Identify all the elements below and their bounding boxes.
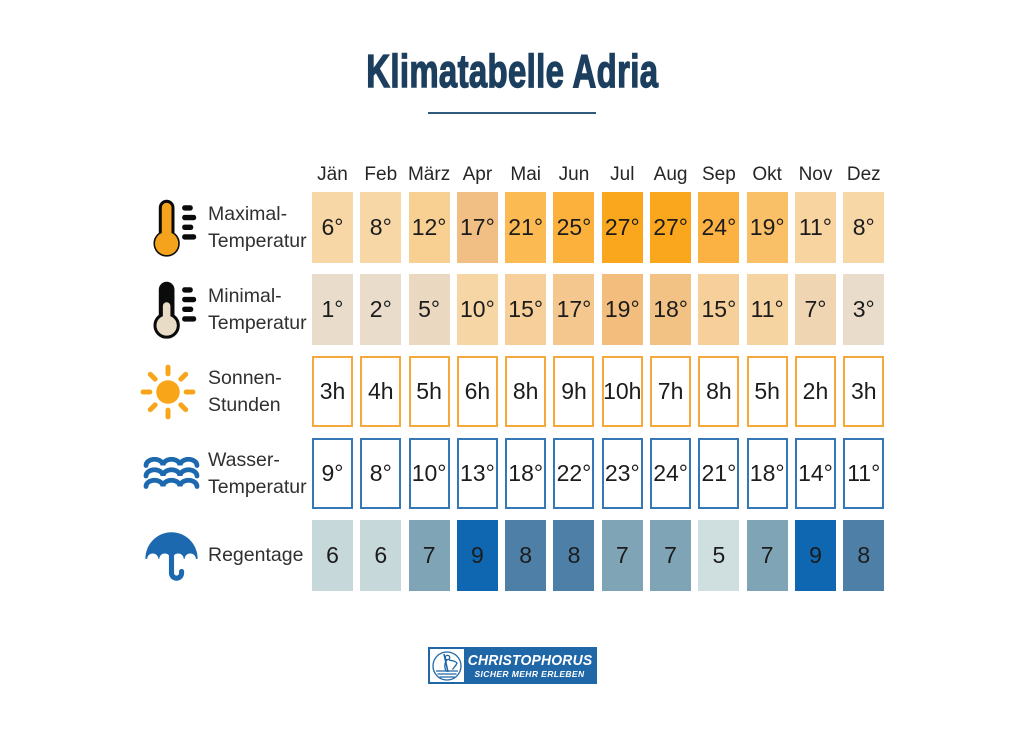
month-label: Aug (653, 164, 688, 185)
month-label: März (407, 164, 451, 185)
month-label: Feb (364, 164, 398, 185)
cell-max-temp-Jul: 27° (601, 192, 643, 263)
cell-water-temp-Nov: 14° (794, 438, 836, 509)
page-title: Klimatabelle Adria (365, 44, 659, 97)
cell-sun-hours-Feb: 4h (360, 356, 402, 427)
row-cells-sun-hours: 3h 4h 5h 6h 8h 9h 10h 7h 8h 5h 2h 3h (312, 356, 885, 427)
cell-water-temp-Sep: 21° (698, 438, 740, 509)
logo-slogan-text: SICHER MEHR ERLEBEN (474, 668, 585, 679)
christophorus-logo: CHRISTOPHORUS SICHER MEHR ERLEBEN (428, 647, 597, 684)
cell-sun-hours-Aug: 7h (650, 356, 692, 427)
cell-sun-hours-Nov: 2h (794, 356, 836, 427)
cell-sun-hours-März: 5h (408, 356, 450, 427)
cell-rain-days-Okt: 7 (746, 520, 788, 591)
cell-min-temp-Jul: 19° (601, 274, 643, 345)
sun-icon (134, 356, 208, 427)
cell-rain-days-Aug: 7 (650, 520, 692, 591)
row-label-min-temp: Minimal- Temperatur (208, 284, 307, 334)
cell-sun-hours-Dez: 3h (843, 356, 885, 427)
christophorus-emblem-icon (430, 649, 464, 682)
cell-max-temp-Dez: 8° (843, 192, 885, 263)
month-label: Jul (610, 164, 635, 185)
month-label: Dez (846, 164, 881, 185)
cell-rain-days-Jun: 8 (553, 520, 595, 591)
cell-water-temp-Dez: 11° (843, 438, 885, 509)
cell-max-temp-Sep: 24° (698, 192, 740, 263)
month-label: Nov (798, 164, 833, 185)
cell-min-temp-Dez: 3° (843, 274, 885, 345)
cell-water-temp-Okt: 18° (746, 438, 788, 509)
cell-water-temp-Apr: 13° (456, 438, 498, 509)
cell-water-temp-Jul: 23° (601, 438, 643, 509)
cell-water-temp-Feb: 8° (360, 438, 402, 509)
cell-min-temp-März: 5° (408, 274, 450, 345)
cell-sun-hours-Sep: 8h (698, 356, 740, 427)
thermometer-warm-icon (134, 192, 208, 263)
cell-min-temp-Jun: 17° (553, 274, 595, 345)
cell-sun-hours-Mai: 8h (505, 356, 547, 427)
month-label: Mai (510, 164, 541, 185)
cell-sun-hours-Apr: 6h (456, 356, 498, 427)
cell-rain-days-Apr: 9 (456, 520, 498, 591)
cell-sun-hours-Jul: 10h (601, 356, 643, 427)
cell-rain-days-Nov: 9 (794, 520, 836, 591)
month-header-row: Jän Feb März Apr Mai Jun Jul Aug Sep Okt Nov Dez (312, 162, 884, 188)
logo-brand-text: CHRISTOPHORUS (467, 651, 592, 669)
title-underline (428, 112, 596, 114)
month-label: Apr (462, 164, 493, 185)
row-label-water-temp: Wasser- Temperatur (208, 448, 307, 498)
cell-rain-days-März: 7 (408, 520, 450, 591)
cell-sun-hours-Jun: 9h (553, 356, 595, 427)
cell-max-temp-Apr: 17° (456, 192, 498, 263)
row-cells-max-temp: 6° 8° 12° 17° 21° 25° 27° 27° 24° 19° 11° 8° (312, 192, 885, 263)
cell-rain-days-Sep: 5 (698, 520, 740, 591)
waves-icon (134, 438, 208, 509)
row-label-max-temp: Maximal- Temperatur (208, 202, 307, 252)
cell-max-temp-Nov: 11° (794, 192, 836, 263)
cell-min-temp-Jän: 1° (312, 274, 353, 345)
cell-min-temp-Sep: 15° (698, 274, 740, 345)
cell-rain-days-Jul: 7 (601, 520, 643, 591)
cell-water-temp-März: 10° (408, 438, 450, 509)
cell-rain-days-Mai: 8 (505, 520, 547, 591)
cell-rain-days-Dez: 8 (843, 520, 885, 591)
cell-water-temp-Jun: 22° (553, 438, 595, 509)
month-label: Sep (701, 164, 736, 185)
cell-sun-hours-Jän: 3h (312, 356, 353, 427)
cell-max-temp-März: 12° (408, 192, 450, 263)
cell-water-temp-Aug: 24° (650, 438, 692, 509)
cell-min-temp-Nov: 7° (794, 274, 836, 345)
cell-min-temp-Aug: 18° (650, 274, 692, 345)
row-label-rain-days: Regentage (208, 544, 304, 566)
cell-rain-days-Feb: 6 (360, 520, 402, 591)
cell-min-temp-Okt: 11° (746, 274, 788, 345)
cell-max-temp-Jun: 25° (553, 192, 595, 263)
month-label: Jän (317, 164, 348, 185)
month-label: Jun (558, 164, 590, 185)
cell-max-temp-Aug: 27° (650, 192, 692, 263)
cell-max-temp-Jän: 6° (312, 192, 353, 263)
cell-sun-hours-Okt: 5h (746, 356, 788, 427)
cell-min-temp-Feb: 2° (360, 274, 402, 345)
cell-min-temp-Apr: 10° (456, 274, 498, 345)
umbrella-icon (134, 520, 208, 591)
row-cells-min-temp: 1° 2° 5° 10° 15° 17° 19° 18° 15° 11° 7° 3° (312, 274, 885, 345)
thermometer-cold-icon (134, 274, 208, 345)
cell-rain-days-Jän: 6 (312, 520, 353, 591)
cell-max-temp-Feb: 8° (360, 192, 402, 263)
month-label: Okt (752, 164, 782, 185)
row-label-sun-hours: Sonnen- Stunden (208, 366, 282, 416)
cell-max-temp-Mai: 21° (505, 192, 547, 263)
cell-water-temp-Mai: 18° (505, 438, 547, 509)
cell-water-temp-Jän: 9° (312, 438, 353, 509)
cell-max-temp-Okt: 19° (746, 192, 788, 263)
cell-min-temp-Mai: 15° (505, 274, 547, 345)
row-cells-water-temp: 9° 8° 10° 13° 18° 22° 23° 24° 21° 18° 14° 11° (312, 438, 885, 509)
